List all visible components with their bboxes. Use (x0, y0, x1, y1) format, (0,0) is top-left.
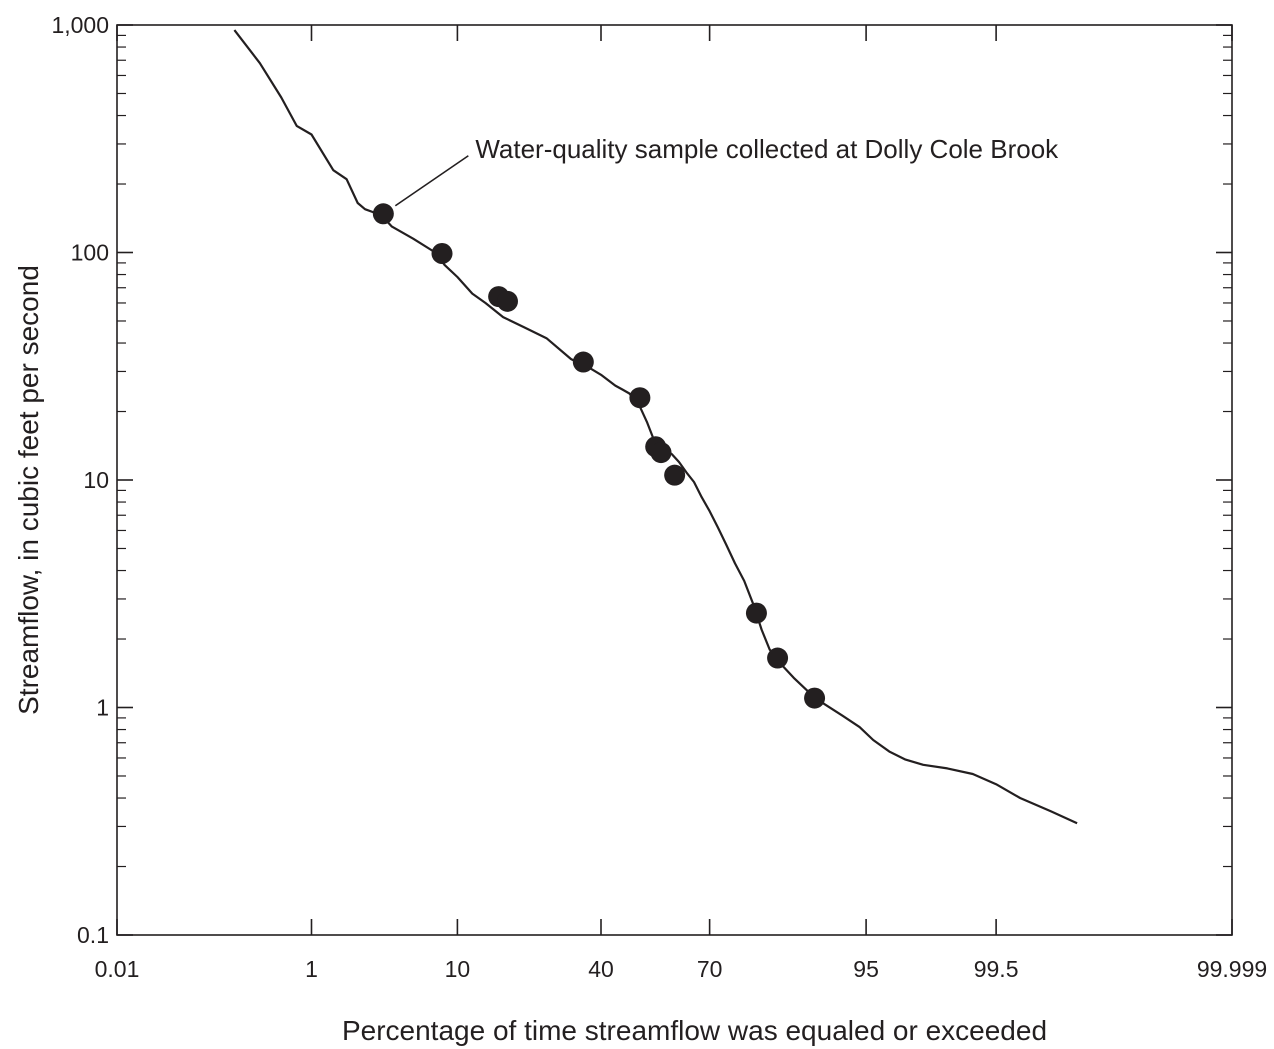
y-tick-label: 10 (83, 467, 109, 493)
sample-point (650, 442, 672, 464)
x-tick-label: 70 (697, 956, 723, 982)
annotation-label: Water-quality sample collected at Dolly … (475, 134, 1059, 164)
sample-point (431, 242, 453, 264)
x-tick-label: 40 (588, 956, 614, 982)
y-axis-title: Streamflow, in cubic feet per second (13, 265, 44, 715)
sample-point (664, 464, 686, 486)
x-axis-title: Percentage of time streamflow was equale… (342, 1015, 1047, 1046)
sample-point (745, 602, 767, 624)
x-tick-label: 10 (445, 956, 471, 982)
x-tick-label: 99.5 (974, 956, 1019, 982)
y-tick-label: 1 (96, 695, 109, 721)
y-tick-label: 0.1 (77, 922, 109, 948)
sample-point (804, 687, 826, 709)
x-tick-label: 99.999 (1197, 956, 1267, 982)
sample-point (767, 647, 789, 669)
x-tick-label: 95 (853, 956, 879, 982)
sample-point (372, 203, 394, 225)
sample-point (496, 290, 518, 312)
y-tick-label: 1,000 (51, 12, 109, 38)
sample-point (572, 351, 594, 373)
sample-point (629, 387, 651, 409)
annotation-leader-line (394, 155, 469, 207)
x-tick-label: 0.01 (95, 956, 140, 982)
y-tick-label: 100 (71, 240, 109, 266)
x-tick-label: 1 (305, 956, 318, 982)
